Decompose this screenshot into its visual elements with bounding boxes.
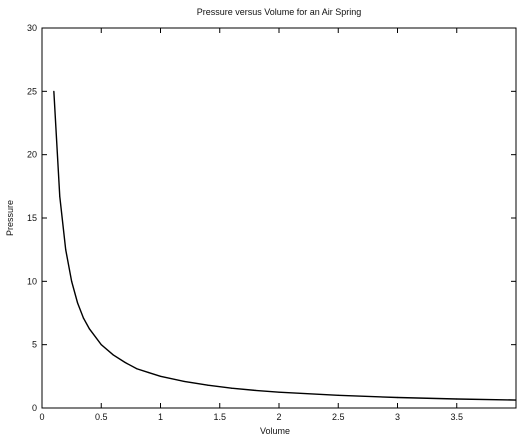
data-point <box>183 380 185 382</box>
chart-title: Pressure versus Volume for an Air Spring <box>197 7 362 17</box>
x-tick-label: 2.5 <box>332 412 345 422</box>
data-point <box>159 375 162 377</box>
data-point <box>278 391 280 393</box>
y-tick-label: 15 <box>27 213 37 223</box>
axes-group <box>41 27 517 409</box>
y-ticks-group: 0 5 10 15 20 25 30 <box>27 23 516 413</box>
data-point <box>207 384 209 386</box>
y-tick-label: 20 <box>27 150 37 160</box>
y-axis-label: Pressure <box>5 200 15 236</box>
data-point <box>71 280 73 282</box>
series-group <box>53 90 517 401</box>
data-point <box>112 354 114 356</box>
y-tick-label: 30 <box>27 23 37 33</box>
data-point <box>337 394 339 396</box>
data-point <box>76 302 79 304</box>
data-point <box>82 317 85 319</box>
x-tick-label: 2 <box>276 412 281 422</box>
data-point <box>254 389 256 391</box>
plot-frame <box>41 27 517 409</box>
y-tick-label: 10 <box>27 276 37 286</box>
data-point <box>65 249 67 251</box>
x-tick-label: 0 <box>39 412 44 422</box>
y-tick-label: 25 <box>27 86 37 96</box>
data-point <box>88 328 90 330</box>
data-point <box>148 371 150 374</box>
series-line-0 <box>53 91 517 401</box>
data-point <box>53 90 55 92</box>
data-point <box>396 396 399 399</box>
x-tick-label: 0.5 <box>95 412 108 422</box>
x-tick-label: 1 <box>158 412 163 422</box>
x-tick-label: 3.5 <box>450 412 463 422</box>
data-point <box>100 344 102 346</box>
data-point <box>231 387 233 389</box>
y-tick-label: 5 <box>32 340 37 350</box>
data-point <box>59 195 61 198</box>
x-tick-label: 3 <box>395 412 400 422</box>
x-ticks-group: 0 0.5 1 1.5 2 2.5 3 3.5 <box>39 28 463 422</box>
data-point <box>124 361 126 363</box>
y-tick-label: 0 <box>32 403 37 413</box>
data-point <box>456 398 458 400</box>
x-axis-label: Volume <box>260 426 290 436</box>
x-tick-label: 1.5 <box>213 412 226 422</box>
data-point <box>515 399 517 401</box>
data-point <box>136 368 138 370</box>
